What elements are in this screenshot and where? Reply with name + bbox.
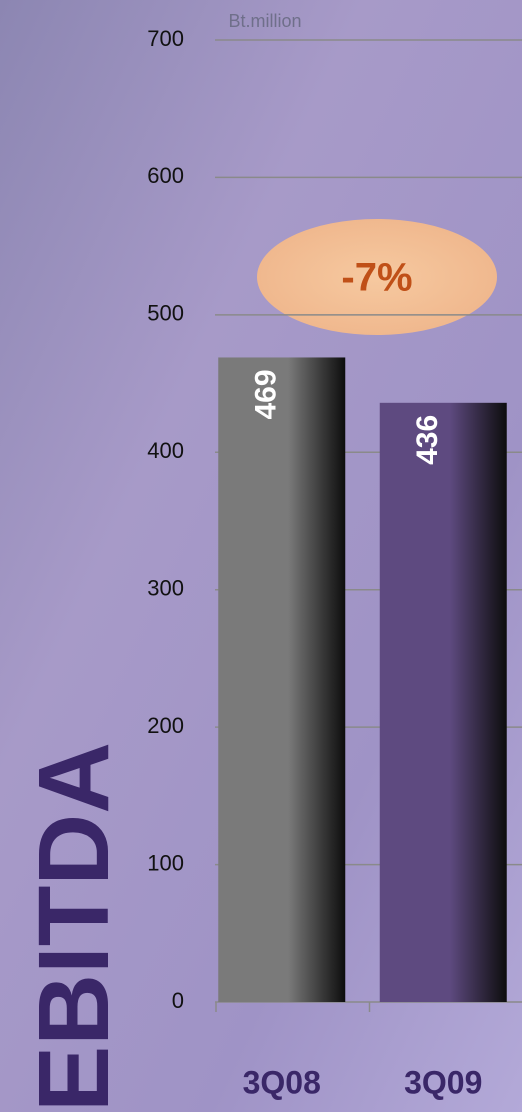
- bar: [218, 357, 346, 1003]
- data-label: 469: [250, 369, 283, 419]
- data-label: 436: [411, 415, 444, 465]
- y-tick-label: 100: [147, 850, 184, 875]
- y-tick-label: 600: [147, 163, 184, 188]
- bar: [379, 402, 507, 1003]
- y-tick-label: 400: [147, 438, 184, 463]
- annotation: -7%: [341, 256, 412, 300]
- y-axis-unit: Bt.million: [228, 11, 301, 31]
- annotation-bubble: [257, 219, 497, 335]
- y-tick-label: 500: [147, 301, 184, 326]
- chart-title: EBITDA: [18, 742, 130, 1112]
- y-tick-label: 700: [147, 26, 184, 51]
- x-tick-label: 3Q08: [243, 1064, 321, 1100]
- y-tick-label: 300: [147, 576, 184, 601]
- x-tick-label: 3Q09: [404, 1064, 482, 1100]
- y-tick-label: 200: [147, 713, 184, 738]
- y-tick-label: 0: [172, 988, 184, 1013]
